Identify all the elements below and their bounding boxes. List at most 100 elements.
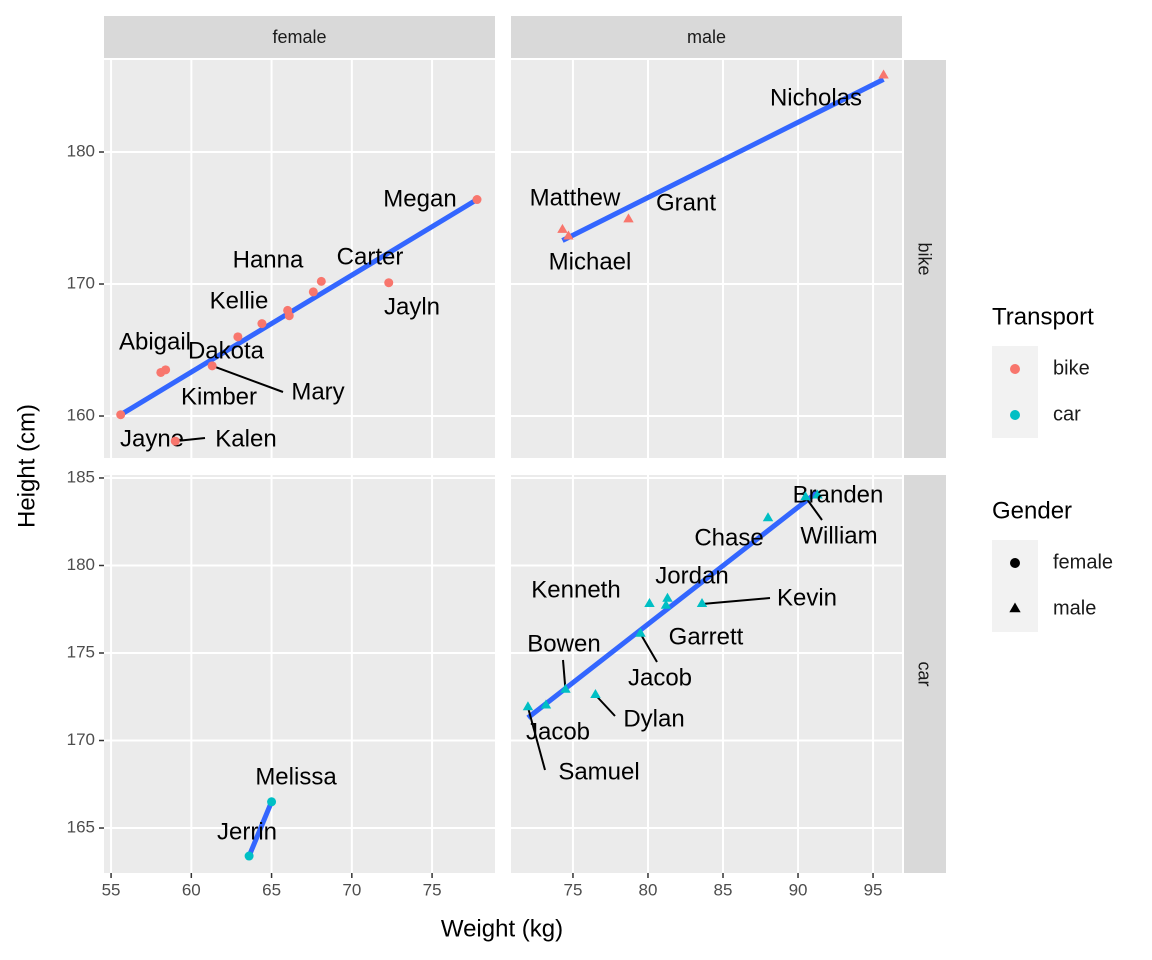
point-label: Jayln bbox=[384, 293, 440, 320]
point bbox=[800, 491, 811, 501]
legend-symbol bbox=[1010, 364, 1020, 374]
x-tick-label: 70 bbox=[342, 880, 361, 899]
label-segment bbox=[175, 437, 206, 443]
point-label: Kenneth bbox=[531, 576, 620, 603]
x-axis-title: Weight (kg) bbox=[441, 915, 563, 942]
legend-label: bike bbox=[1053, 357, 1090, 379]
point bbox=[696, 597, 708, 607]
point-label: Kimber bbox=[181, 383, 257, 410]
point bbox=[170, 436, 180, 446]
point-label: Nicholas bbox=[770, 84, 862, 111]
point-label: Dakota bbox=[188, 337, 265, 364]
strip bbox=[904, 60, 946, 458]
x-tick-label: 80 bbox=[639, 880, 658, 899]
fit-line bbox=[561, 77, 885, 243]
legend-symbol bbox=[1009, 602, 1021, 613]
y-axis-title: Height (cm) bbox=[13, 404, 40, 528]
point-label: Jordan bbox=[655, 562, 728, 589]
y-tick-label: 185 bbox=[67, 467, 95, 486]
point bbox=[540, 699, 552, 709]
point-label: Samuel bbox=[558, 758, 639, 785]
point-label: Chase bbox=[694, 524, 763, 551]
point bbox=[267, 797, 277, 807]
point-label: Jacob bbox=[526, 718, 590, 745]
fit-line bbox=[119, 197, 479, 417]
legend-title: Gender bbox=[992, 497, 1072, 524]
point-label: Abigail bbox=[119, 328, 191, 355]
label-segment bbox=[639, 633, 658, 663]
point-label: William bbox=[800, 522, 877, 549]
y-tick-label: 170 bbox=[67, 730, 95, 749]
y-tick-label: 175 bbox=[67, 642, 95, 661]
y-tick-label: 180 bbox=[67, 555, 95, 574]
label-segment bbox=[594, 694, 616, 717]
point-label: Mary bbox=[291, 378, 344, 405]
point-label: Kellie bbox=[210, 287, 269, 314]
strip-label: bike bbox=[914, 242, 934, 275]
point-label: Melissa bbox=[255, 763, 337, 790]
point bbox=[472, 195, 482, 205]
point bbox=[878, 69, 889, 79]
point bbox=[557, 223, 568, 233]
y-tick-label: 165 bbox=[67, 818, 95, 837]
point bbox=[762, 512, 774, 522]
label-segment bbox=[526, 706, 546, 771]
fit-line bbox=[246, 800, 274, 857]
strip-label: female bbox=[272, 27, 326, 47]
point bbox=[812, 489, 823, 499]
strip bbox=[104, 16, 495, 58]
label-segment bbox=[701, 597, 771, 605]
point bbox=[316, 276, 326, 286]
x-tick-label: 55 bbox=[102, 880, 121, 899]
x-tick-label: 95 bbox=[864, 880, 883, 899]
point-label: Dylan bbox=[623, 705, 684, 732]
point bbox=[662, 592, 673, 602]
point bbox=[116, 410, 126, 420]
point bbox=[207, 361, 217, 371]
legend-symbol bbox=[1010, 410, 1020, 420]
legend-title: Transport bbox=[992, 303, 1094, 330]
point bbox=[660, 599, 672, 609]
point-label: Hanna bbox=[233, 246, 304, 273]
point-label: Carter bbox=[337, 243, 404, 270]
point-label: Megan bbox=[383, 185, 456, 212]
y-tick-label: 160 bbox=[67, 406, 95, 425]
panel-background bbox=[511, 475, 902, 873]
point bbox=[257, 319, 267, 329]
legend-label: male bbox=[1053, 597, 1096, 619]
strip-label: male bbox=[687, 27, 726, 47]
legend-label: car bbox=[1053, 403, 1081, 425]
point-label: Grant bbox=[656, 189, 716, 216]
point-label: Jerrin bbox=[217, 818, 277, 845]
point-label: Michael bbox=[549, 248, 632, 275]
point bbox=[623, 213, 634, 223]
point-label: Garrett bbox=[669, 623, 744, 650]
point bbox=[644, 597, 655, 607]
legend-symbol bbox=[1010, 558, 1020, 568]
point-label: Matthew bbox=[530, 184, 621, 211]
point-label: Kevin bbox=[777, 584, 837, 611]
label-segment bbox=[211, 364, 284, 393]
strip bbox=[511, 16, 902, 58]
point-label: Jacob bbox=[628, 664, 692, 691]
x-tick-label: 60 bbox=[182, 880, 201, 899]
point bbox=[244, 851, 254, 861]
point bbox=[384, 278, 394, 288]
panel-background bbox=[511, 60, 902, 458]
x-tick-label: 85 bbox=[714, 880, 733, 899]
x-tick-label: 65 bbox=[262, 880, 281, 899]
point bbox=[233, 332, 243, 342]
point bbox=[308, 287, 318, 297]
point-label: Bowen bbox=[527, 630, 600, 657]
fit-line bbox=[526, 490, 820, 720]
y-tick-label: 180 bbox=[67, 141, 95, 160]
strip bbox=[904, 475, 946, 873]
point bbox=[590, 689, 601, 699]
point bbox=[563, 230, 574, 240]
panel-background bbox=[104, 60, 495, 458]
label-segment bbox=[804, 496, 823, 521]
point-label: Branden bbox=[793, 481, 884, 508]
x-tick-label: 90 bbox=[789, 880, 808, 899]
strip-label: car bbox=[914, 661, 934, 686]
